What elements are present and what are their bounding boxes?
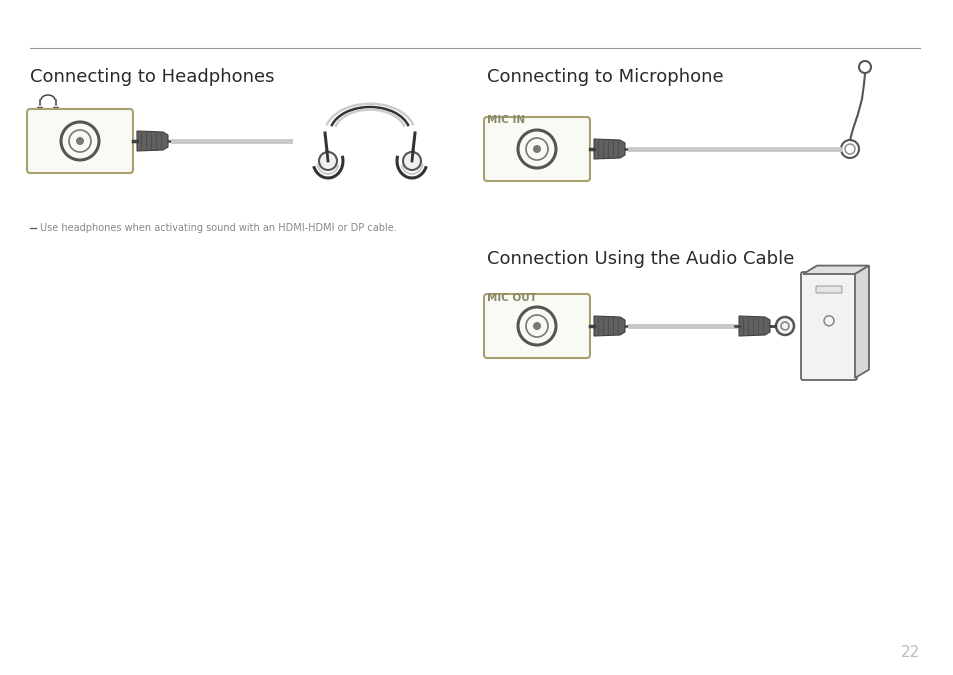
- Circle shape: [318, 152, 336, 170]
- Text: Use headphones when activating sound with an HDMI-HDMI or DP cable.: Use headphones when activating sound wit…: [40, 223, 396, 233]
- FancyBboxPatch shape: [483, 117, 589, 181]
- FancyBboxPatch shape: [27, 109, 132, 173]
- Text: 22: 22: [900, 645, 919, 660]
- Text: Connecting to Microphone: Connecting to Microphone: [486, 68, 723, 86]
- Polygon shape: [854, 265, 868, 378]
- Circle shape: [775, 317, 793, 335]
- Circle shape: [402, 152, 420, 170]
- FancyBboxPatch shape: [801, 272, 856, 380]
- Circle shape: [76, 137, 84, 145]
- Polygon shape: [594, 139, 624, 159]
- FancyBboxPatch shape: [483, 294, 589, 358]
- Circle shape: [533, 322, 540, 330]
- Circle shape: [533, 145, 540, 153]
- Polygon shape: [739, 316, 769, 336]
- Text: Connection Using the Audio Cable: Connection Using the Audio Cable: [486, 250, 794, 268]
- FancyBboxPatch shape: [815, 286, 841, 293]
- Polygon shape: [802, 265, 868, 274]
- Text: MIC OUT: MIC OUT: [486, 293, 537, 303]
- Text: MIC IN: MIC IN: [486, 115, 524, 125]
- Polygon shape: [594, 316, 624, 336]
- Text: Connecting to Headphones: Connecting to Headphones: [30, 68, 274, 86]
- Polygon shape: [137, 131, 168, 151]
